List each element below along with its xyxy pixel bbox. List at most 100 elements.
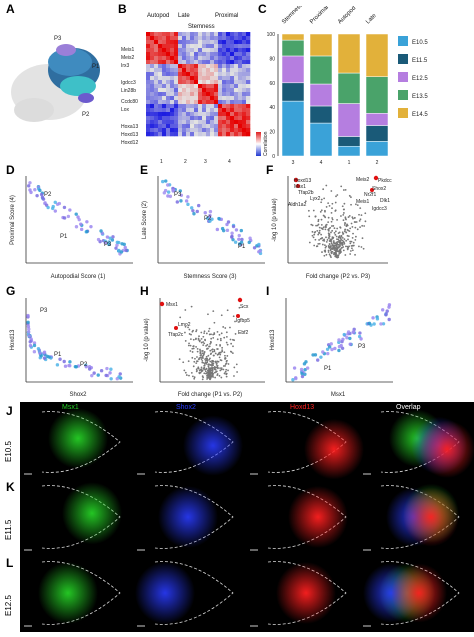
heatmap-cell [198,32,203,37]
volcano-point [354,226,357,229]
tissue-outline [380,561,460,625]
heatmap-cell [210,40,215,45]
volcano-point [328,237,331,239]
volcano-point [202,353,205,355]
d-label-p2: P2 [44,192,52,198]
heatmap-cell [182,84,187,89]
heatmap-cell [222,68,227,73]
heatmap-cell [222,104,227,109]
bar-segment [337,136,361,147]
colorbar-label: Correlation [263,131,269,156]
volcano-point [227,363,230,365]
volcano-point [225,341,228,344]
volcano-point [211,359,214,362]
heatmap-cell [194,128,199,133]
heatmap-cell [182,60,187,65]
scatter-point [327,345,332,349]
scatter-point [326,351,330,356]
gene-label-dlk1: Dlk1 [380,198,390,204]
volcano-point [195,330,197,333]
volcano-point [210,333,212,336]
heatmap-cell [150,84,155,89]
heatmap-cell [186,48,191,53]
scatter-point [294,376,298,381]
volcano-point [362,247,365,250]
cluster-label-p3: P3 [54,36,62,42]
legend-swatch [398,90,408,100]
volcano-point [191,347,194,350]
volcano-point [336,238,338,241]
heatmap-cell [222,96,227,101]
volcano-point [331,236,334,239]
scatter-point [53,200,57,204]
heatmap-cell [242,108,247,113]
heatmap-cell [162,68,167,73]
gene-label-igfbp5: Igfbp5 [236,318,250,324]
volcano-point [333,245,335,248]
volcano-point [184,340,187,342]
scatter-point [175,200,180,204]
heatmap-cell [178,40,183,45]
volcano-point [324,209,326,212]
heatmap-cell [190,128,195,133]
heatmap-cell [182,36,187,41]
heatmap-cell [246,92,251,97]
volcano-point [330,252,333,255]
panel-label-c: C [258,2,267,16]
stage-e125: E12.5 [4,595,13,616]
heatmap-cell [170,120,175,125]
volcano-point [345,239,348,242]
heatmap-cell [198,120,203,125]
heatmap-cell [166,76,171,81]
heatmap-cell [174,52,179,57]
heatmap-cell [170,52,175,57]
heatmap-cell [158,132,163,137]
bar-header-autopod: Autopod [337,6,357,25]
heatmap-cell [214,128,219,133]
volcano-point [315,224,317,227]
heatmap-cell [166,80,171,85]
heatmap-cell [206,96,211,101]
expression-signal [158,485,218,549]
bar-ytick: 100 [267,32,276,38]
heatmap-cell [170,124,175,129]
heatmap-cell [222,32,227,37]
heatmap-cell [146,88,151,93]
volcano-point [334,230,337,233]
heatmap-cell [214,36,219,41]
volcano-point [205,367,208,370]
heatmap-cell [146,116,151,121]
volcano-point [201,350,204,352]
volcano-point [321,251,323,253]
heatmap-cell [178,120,183,125]
heatmap-cell [190,60,195,65]
heatmap-cell [234,36,239,41]
scatter-point [29,337,33,341]
scatter-point [379,322,383,326]
heatmap-cell [158,52,163,57]
gene-label-lmo2: Lmo2 [178,322,191,328]
heatmap-cell [170,104,175,109]
volcano-point [320,233,323,236]
scatter-point [342,332,346,337]
heatmap-cell [150,64,155,69]
heatmap-cell [230,104,235,109]
heatmap-cell [198,80,203,85]
heatmap-cell [182,48,187,53]
heatmap-cell [190,96,195,101]
volcano-point [340,242,343,245]
micro-header-hoxd13: Hoxd13 [290,404,315,411]
volcano-point [222,365,225,367]
bar-xtick: 1 [348,160,351,166]
volcano-point [331,202,334,205]
heatmap-cell [178,48,183,53]
volcano-point [336,194,339,196]
volcano-point [339,241,342,244]
bar-ytick: 0 [272,154,275,160]
volcano-point [331,207,333,210]
heatmap-cell [198,108,203,113]
volcano-point [328,234,330,236]
volcano-point [318,231,321,234]
volcano-point [225,372,228,375]
heatmap-cell [198,92,203,97]
